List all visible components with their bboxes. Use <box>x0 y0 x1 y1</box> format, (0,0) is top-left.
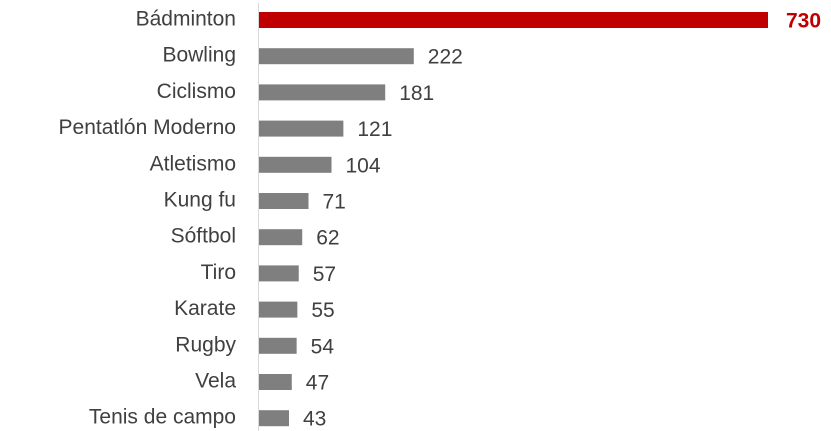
category-label: Atletismo <box>150 152 236 175</box>
category-label: Rugby <box>175 333 236 356</box>
bar <box>259 48 414 65</box>
bar <box>259 84 386 101</box>
category-label: Sóftbol <box>171 225 236 248</box>
value-label: 104 <box>346 154 381 177</box>
value-label: 730 <box>786 10 821 33</box>
bar <box>259 374 292 390</box>
bar <box>259 120 344 137</box>
value-label: 43 <box>303 408 326 431</box>
value-label: 57 <box>313 263 336 286</box>
category-label: Bádminton <box>136 8 236 31</box>
category-label: Vela <box>195 370 236 393</box>
bar <box>259 156 332 173</box>
category-label: Karate <box>174 297 236 320</box>
value-label: 222 <box>428 46 463 69</box>
value-label: 181 <box>399 82 434 105</box>
bar <box>259 337 297 354</box>
category-label: Ciclismo <box>157 80 236 103</box>
bar <box>259 410 289 427</box>
category-label: Tiro <box>201 261 236 284</box>
category-label: Bowling <box>162 44 236 67</box>
bar <box>259 193 309 209</box>
bar <box>259 229 303 246</box>
category-label: Tenis de campo <box>89 406 236 429</box>
category-label: Kung fu <box>164 189 236 212</box>
bar <box>259 265 299 282</box>
value-label: 121 <box>357 118 392 141</box>
value-label: 54 <box>311 335 335 358</box>
category-label: Pentatlón Moderno <box>59 116 236 139</box>
value-label: 71 <box>323 191 346 214</box>
value-label: 55 <box>311 299 334 322</box>
value-label: 62 <box>316 227 339 250</box>
bar <box>259 301 298 318</box>
bar <box>259 12 768 28</box>
value-label: 47 <box>306 372 329 395</box>
